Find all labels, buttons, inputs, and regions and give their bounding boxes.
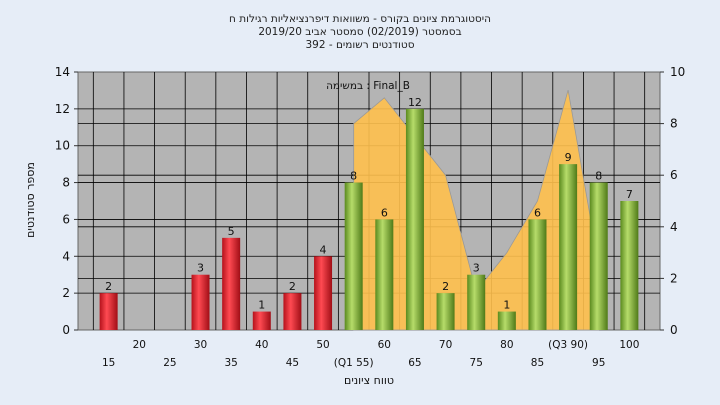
x-tick-label-15: (Q3 90) <box>548 339 588 351</box>
bar-label-8: 8 <box>350 170 357 183</box>
bars <box>99 108 639 330</box>
y-tick-label-0: 0 <box>62 323 70 337</box>
y-tick-label-2: 4 <box>62 249 70 263</box>
bar-5 <box>252 311 271 330</box>
bar-label-3: 3 <box>197 262 204 275</box>
x-tick-label-5: 40 <box>255 339 268 351</box>
chart-annotation: במשימה : Final_B <box>326 80 410 92</box>
y-axis-label: מספר סטודנטים <box>24 162 37 238</box>
bar-label-12: 3 <box>473 262 480 275</box>
x-axis-label: טווח ציונים <box>344 374 394 387</box>
y2-tick-label-1: 2 <box>670 271 678 285</box>
bar-7 <box>314 256 333 330</box>
bar-label-6: 2 <box>289 280 296 293</box>
bar-16 <box>589 182 608 330</box>
x-tick-label-14: 85 <box>531 357 544 369</box>
x-tick-label-6: 45 <box>286 357 299 369</box>
bar-14 <box>528 219 547 330</box>
bar-label-16: 8 <box>595 170 602 183</box>
bar-0 <box>99 293 118 330</box>
bar-label-4: 5 <box>228 225 235 238</box>
bar-17 <box>620 201 639 330</box>
x-tick-label-0: 15 <box>102 357 115 369</box>
x-tick-label-2: 25 <box>163 357 176 369</box>
x-tick-label-11: 70 <box>439 339 452 351</box>
bar-label-7: 4 <box>320 243 327 256</box>
x-tick-label-10: 65 <box>408 357 421 369</box>
bar-9 <box>375 219 394 330</box>
x-tick-label-16: 95 <box>592 357 605 369</box>
x-axis-ticks: 15 20 25 30 35 40 45 50 (Q1 55) 60 65 70 75 80 85 (Q3 9… <box>102 339 639 369</box>
x-tick-label-3: 30 <box>194 339 207 351</box>
bar-label-17: 7 <box>626 188 633 201</box>
bar-4 <box>222 237 241 330</box>
chart-title-line-2: בסמסטר (02/2019) סמסטר אביב 2019/20 <box>258 26 461 38</box>
y2-tick-label-0: 0 <box>670 323 678 337</box>
x-tick-label-13: 80 <box>500 339 513 351</box>
bar-label-10: 12 <box>408 96 422 109</box>
y2-tick-label-2: 4 <box>670 220 678 234</box>
y2-axis-ticks: 0 2 4 6 8 10 <box>660 65 685 337</box>
chart-title-line-1: היסטוגרמת ציונים בקורס - משוואות דיפרנצי… <box>229 13 491 25</box>
y2-tick-label-3: 6 <box>670 168 678 182</box>
y-axis-ticks: 0 2 4 6 8 10 12 14 <box>55 65 78 337</box>
x-tick-label-9: 60 <box>378 339 391 351</box>
y-tick-label-4: 8 <box>62 176 70 190</box>
x-tick-label-17: 100 <box>619 339 639 351</box>
y-tick-label-1: 2 <box>62 286 70 300</box>
x-tick-label-7: 50 <box>316 339 329 351</box>
bar-11 <box>436 293 455 330</box>
bar-8 <box>344 182 363 330</box>
y2-tick-label-4: 8 <box>670 117 678 131</box>
bar-15 <box>559 164 578 330</box>
bar-6 <box>283 293 302 330</box>
bar-3 <box>191 274 210 330</box>
chart-title: היסטוגרמת ציונים בקורס - משוואות דיפרנצי… <box>229 13 491 51</box>
x-tick-label-8: (Q1 55) <box>334 357 374 369</box>
chart-title-line-3: סטודנטים רשומים - 392 <box>305 39 414 51</box>
y-tick-label-7: 14 <box>55 65 70 79</box>
y-tick-label-5: 10 <box>55 139 70 153</box>
bar-label-9: 6 <box>381 206 388 219</box>
bar-10 <box>405 108 424 330</box>
y-tick-label-6: 12 <box>55 102 70 116</box>
y2-tick-label-5: 10 <box>670 65 685 79</box>
bar-label-5: 1 <box>258 299 265 312</box>
bar-label-15: 9 <box>565 151 572 164</box>
bar-label-13: 1 <box>503 299 510 312</box>
bar-label-14: 6 <box>534 206 541 219</box>
y-tick-label-3: 6 <box>62 212 70 226</box>
bar-label-0: 2 <box>105 280 112 293</box>
x-tick-label-12: 75 <box>470 357 483 369</box>
bar-13 <box>497 311 516 330</box>
x-tick-label-1: 20 <box>133 339 146 351</box>
x-tick-label-4: 35 <box>224 357 237 369</box>
bar-12 <box>467 274 486 330</box>
bar-label-11: 2 <box>442 280 449 293</box>
